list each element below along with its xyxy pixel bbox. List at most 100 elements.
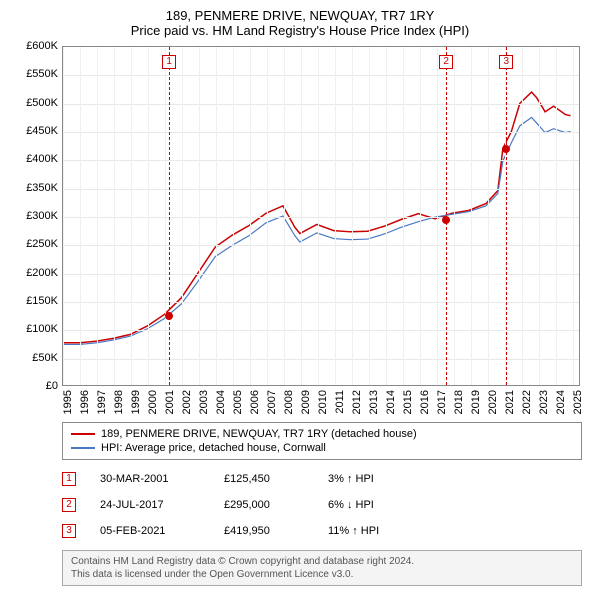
y-tick-label: £400K (26, 153, 58, 165)
x-tick-label: 2003 (198, 390, 210, 414)
transaction-delta: 11% ↑ HPI (328, 525, 428, 537)
y-tick-label: £50K (32, 352, 58, 364)
gridline-v (352, 47, 353, 385)
y-tick-label: £100K (26, 323, 58, 335)
x-tick-label: 2006 (249, 390, 261, 414)
x-tick-label: 2016 (419, 390, 431, 414)
y-tick-label: £0 (46, 380, 58, 392)
marker-line (506, 47, 507, 385)
x-tick-label: 1998 (113, 390, 125, 414)
gridline-h (63, 217, 579, 218)
transaction-row: 3 05-FEB-2021 £419,950 11% ↑ HPI (62, 518, 582, 544)
x-tick-label: 2025 (572, 390, 584, 414)
transaction-date: 05-FEB-2021 (100, 525, 200, 537)
gridline-h (63, 274, 579, 275)
marker-dot (165, 312, 173, 320)
x-tick-label: 2002 (181, 390, 193, 414)
y-tick-label: £250K (26, 238, 58, 250)
x-tick-label: 1996 (79, 390, 91, 414)
footer-attribution: Contains HM Land Registry data © Crown c… (62, 550, 582, 586)
gridline-v (80, 47, 81, 385)
gridline-h (63, 132, 579, 133)
x-tick-label: 2024 (555, 390, 567, 414)
x-tick-label: 2010 (317, 390, 329, 414)
x-tick-label: 1999 (130, 390, 142, 414)
gridline-v (488, 47, 489, 385)
gridline-v (250, 47, 251, 385)
legend-swatch (71, 447, 95, 449)
gridline-v (318, 47, 319, 385)
footer-line-1: Contains HM Land Registry data © Crown c… (71, 555, 573, 568)
legend-row: HPI: Average price, detached house, Corn… (71, 441, 573, 455)
x-tick-label: 2015 (402, 390, 414, 414)
gridline-h (63, 330, 579, 331)
gridline-v (522, 47, 523, 385)
chart-subtitle: Price paid vs. HM Land Registry's House … (8, 23, 592, 38)
x-axis: 1995 1996 1997 1998 1999 2000 2001 2002 2003 2004… (62, 386, 580, 416)
chart-container: 189, PENMERE DRIVE, NEWQUAY, TR7 1RY Pri… (0, 0, 600, 590)
x-tick-label: 2019 (470, 390, 482, 414)
y-tick-label: £150K (26, 295, 58, 307)
transactions-table: 130-MAR-2001£125,4503% ↑ HPI224-JUL-2017… (62, 466, 582, 544)
gridline-h (63, 359, 579, 360)
gridline-v (267, 47, 268, 385)
gridline-v (403, 47, 404, 385)
x-tick-label: 1997 (96, 390, 108, 414)
y-tick-label: £350K (26, 182, 58, 194)
gridline-h (63, 104, 579, 105)
x-tick-label: 2004 (215, 390, 227, 414)
marker-line (169, 47, 170, 385)
plot-region: 123 (62, 46, 580, 386)
y-tick-label: £300K (26, 210, 58, 222)
gridline-v (199, 47, 200, 385)
gridline-v (556, 47, 557, 385)
footer-line-2: This data is licensed under the Open Gov… (71, 568, 573, 581)
y-tick-label: £450K (26, 125, 58, 137)
x-tick-label: 2014 (385, 390, 397, 414)
gridline-h (63, 189, 579, 190)
gridline-v (165, 47, 166, 385)
gridline-v (369, 47, 370, 385)
x-tick-label: 2012 (351, 390, 363, 414)
x-tick-label: 2020 (487, 390, 499, 414)
gridline-v (420, 47, 421, 385)
transaction-date: 30-MAR-2001 (100, 473, 200, 485)
gridline-v (131, 47, 132, 385)
transaction-delta: 3% ↑ HPI (328, 473, 428, 485)
x-tick-label: 2023 (538, 390, 550, 414)
line-plot-svg (63, 47, 579, 385)
x-tick-label: 2008 (283, 390, 295, 414)
gridline-h (63, 302, 579, 303)
gridline-h (63, 75, 579, 76)
y-tick-label: £550K (26, 68, 58, 80)
transaction-date: 24-JUL-2017 (100, 499, 200, 511)
x-tick-label: 2022 (521, 390, 533, 414)
x-tick-label: 2001 (164, 390, 176, 414)
transaction-price: £125,450 (224, 473, 304, 485)
x-tick-label: 2007 (266, 390, 278, 414)
gridline-v (182, 47, 183, 385)
x-tick-label: 2005 (232, 390, 244, 414)
x-tick-label: 2021 (504, 390, 516, 414)
gridline-v (233, 47, 234, 385)
chart-title: 189, PENMERE DRIVE, NEWQUAY, TR7 1RY (8, 8, 592, 23)
gridline-v (301, 47, 302, 385)
x-tick-label: 2009 (300, 390, 312, 414)
x-tick-label: 2013 (368, 390, 380, 414)
legend-label: 189, PENMERE DRIVE, NEWQUAY, TR7 1RY (de… (101, 428, 417, 440)
transaction-price: £419,950 (224, 525, 304, 537)
transaction-marker: 3 (62, 524, 76, 538)
marker-dot (502, 145, 510, 153)
marker-label-box: 1 (162, 55, 176, 69)
chart-area: £0£50K£100K£150K£200K£250K£300K£350K£400… (20, 46, 580, 416)
transaction-marker: 1 (62, 472, 76, 486)
legend: 189, PENMERE DRIVE, NEWQUAY, TR7 1RY (de… (62, 422, 582, 460)
transaction-delta: 6% ↓ HPI (328, 499, 428, 511)
marker-label-box: 3 (499, 55, 513, 69)
x-tick-label: 1995 (62, 390, 74, 414)
gridline-h (63, 160, 579, 161)
x-tick-label: 2018 (453, 390, 465, 414)
marker-dot (442, 216, 450, 224)
x-tick-label: 2000 (147, 390, 159, 414)
transaction-row: 1 30-MAR-2001 £125,450 3% ↑ HPI (62, 466, 582, 492)
